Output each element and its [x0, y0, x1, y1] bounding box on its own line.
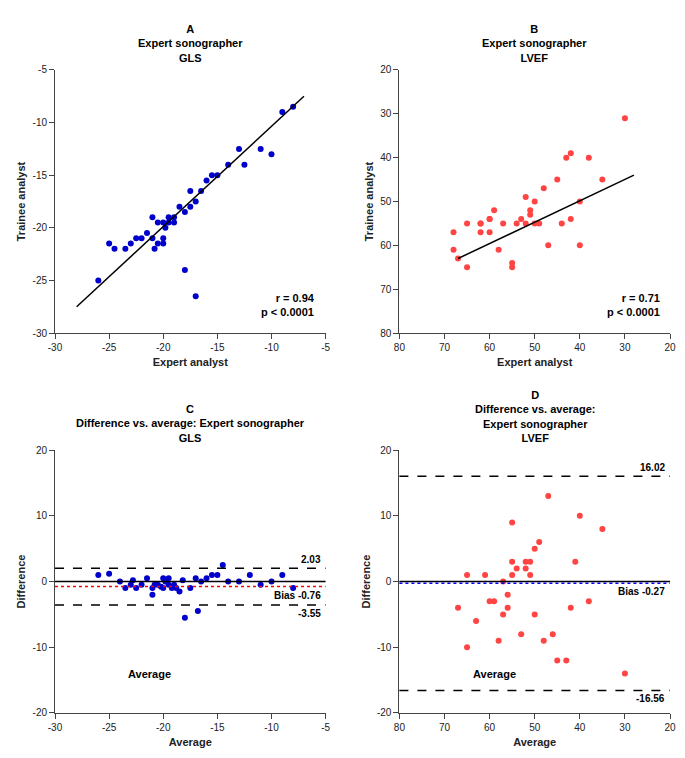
- svg-text:Bias -0.27: Bias -0.27: [618, 586, 665, 597]
- svg-text:80: 80: [394, 722, 406, 733]
- svg-text:Average: Average: [473, 668, 516, 680]
- svg-text:Difference: Difference: [15, 555, 27, 609]
- svg-text:AExpert sonographerGLS: AExpert sonographerGLS: [138, 23, 243, 64]
- svg-text:10: 10: [36, 510, 48, 521]
- svg-text:DDifference vs. average:Expert: DDifference vs. average:Expert sonograph…: [475, 389, 595, 444]
- svg-text:-20: -20: [156, 722, 171, 733]
- svg-text:50: 50: [529, 722, 541, 733]
- svg-text:-20: -20: [156, 342, 171, 353]
- svg-text:-20: -20: [377, 707, 392, 718]
- svg-text:Trainee analyst: Trainee analyst: [363, 161, 375, 241]
- svg-text:-20: -20: [33, 222, 48, 233]
- svg-text:-25: -25: [102, 722, 117, 733]
- svg-text:-3.55: -3.55: [298, 608, 321, 619]
- svg-text:40: 40: [574, 342, 586, 353]
- svg-text:Average: Average: [128, 668, 171, 680]
- svg-text:-15: -15: [33, 170, 48, 181]
- svg-text:20: 20: [380, 64, 392, 75]
- svg-text:30: 30: [380, 108, 392, 119]
- svg-text:-30: -30: [48, 342, 63, 353]
- svg-text:Expert analyst: Expert analyst: [153, 356, 229, 368]
- svg-text:-30: -30: [48, 722, 63, 733]
- svg-text:r = 0.71p < 0.0001: r = 0.71p < 0.0001: [607, 292, 660, 318]
- svg-text:30: 30: [619, 722, 631, 733]
- svg-text:20: 20: [664, 342, 676, 353]
- svg-text:10: 10: [380, 510, 392, 521]
- svg-text:-20: -20: [33, 707, 48, 718]
- svg-text:60: 60: [484, 342, 496, 353]
- svg-text:0: 0: [386, 576, 392, 587]
- svg-text:60: 60: [484, 722, 496, 733]
- svg-text:16.02: 16.02: [640, 462, 665, 473]
- svg-text:Average: Average: [513, 736, 556, 748]
- svg-text:60: 60: [380, 240, 392, 251]
- svg-text:Difference: Difference: [360, 555, 372, 609]
- svg-text:r = 0.94p < 0.0001: r = 0.94p < 0.0001: [261, 292, 315, 318]
- svg-text:-15: -15: [210, 722, 225, 733]
- svg-text:-25: -25: [102, 342, 117, 353]
- svg-text:50: 50: [529, 342, 541, 353]
- svg-text:-5: -5: [321, 342, 330, 353]
- svg-text:-10: -10: [33, 642, 48, 653]
- svg-text:-10: -10: [33, 117, 48, 128]
- svg-text:20: 20: [664, 722, 676, 733]
- svg-text:BExpert sonographerLVEF: BExpert sonographerLVEF: [482, 23, 587, 64]
- svg-text:20: 20: [36, 445, 48, 456]
- svg-text:Trainee analyst: Trainee analyst: [15, 161, 27, 241]
- svg-text:40: 40: [574, 722, 586, 733]
- svg-text:70: 70: [380, 284, 392, 295]
- svg-text:-25: -25: [33, 275, 48, 286]
- svg-text:0: 0: [41, 576, 47, 587]
- svg-text:Bias -0.76: Bias -0.76: [274, 590, 321, 601]
- svg-text:40: 40: [380, 152, 392, 163]
- svg-text:Expert analyst: Expert analyst: [497, 356, 573, 368]
- svg-text:-16.56: -16.56: [636, 693, 665, 704]
- svg-text:80: 80: [394, 342, 406, 353]
- svg-text:70: 70: [439, 722, 451, 733]
- svg-text:-15: -15: [210, 342, 225, 353]
- svg-text:50: 50: [380, 196, 392, 207]
- svg-text:70: 70: [439, 342, 451, 353]
- svg-text:CDifference vs. average: Exper: CDifference vs. average: Expert sonograp…: [76, 403, 305, 444]
- svg-text:80: 80: [380, 328, 392, 339]
- svg-text:2.03: 2.03: [301, 554, 321, 565]
- svg-text:-5: -5: [38, 64, 47, 75]
- svg-text:-5: -5: [321, 722, 330, 733]
- svg-text:-10: -10: [377, 642, 392, 653]
- svg-text:30: 30: [619, 342, 631, 353]
- svg-text:-10: -10: [264, 342, 279, 353]
- svg-text:20: 20: [380, 445, 392, 456]
- svg-text:Average: Average: [169, 736, 212, 748]
- svg-text:-10: -10: [264, 722, 279, 733]
- svg-text:-30: -30: [33, 328, 48, 339]
